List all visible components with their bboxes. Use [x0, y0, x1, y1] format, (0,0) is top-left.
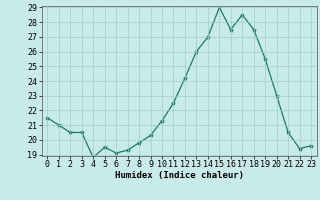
X-axis label: Humidex (Indice chaleur): Humidex (Indice chaleur): [115, 171, 244, 180]
